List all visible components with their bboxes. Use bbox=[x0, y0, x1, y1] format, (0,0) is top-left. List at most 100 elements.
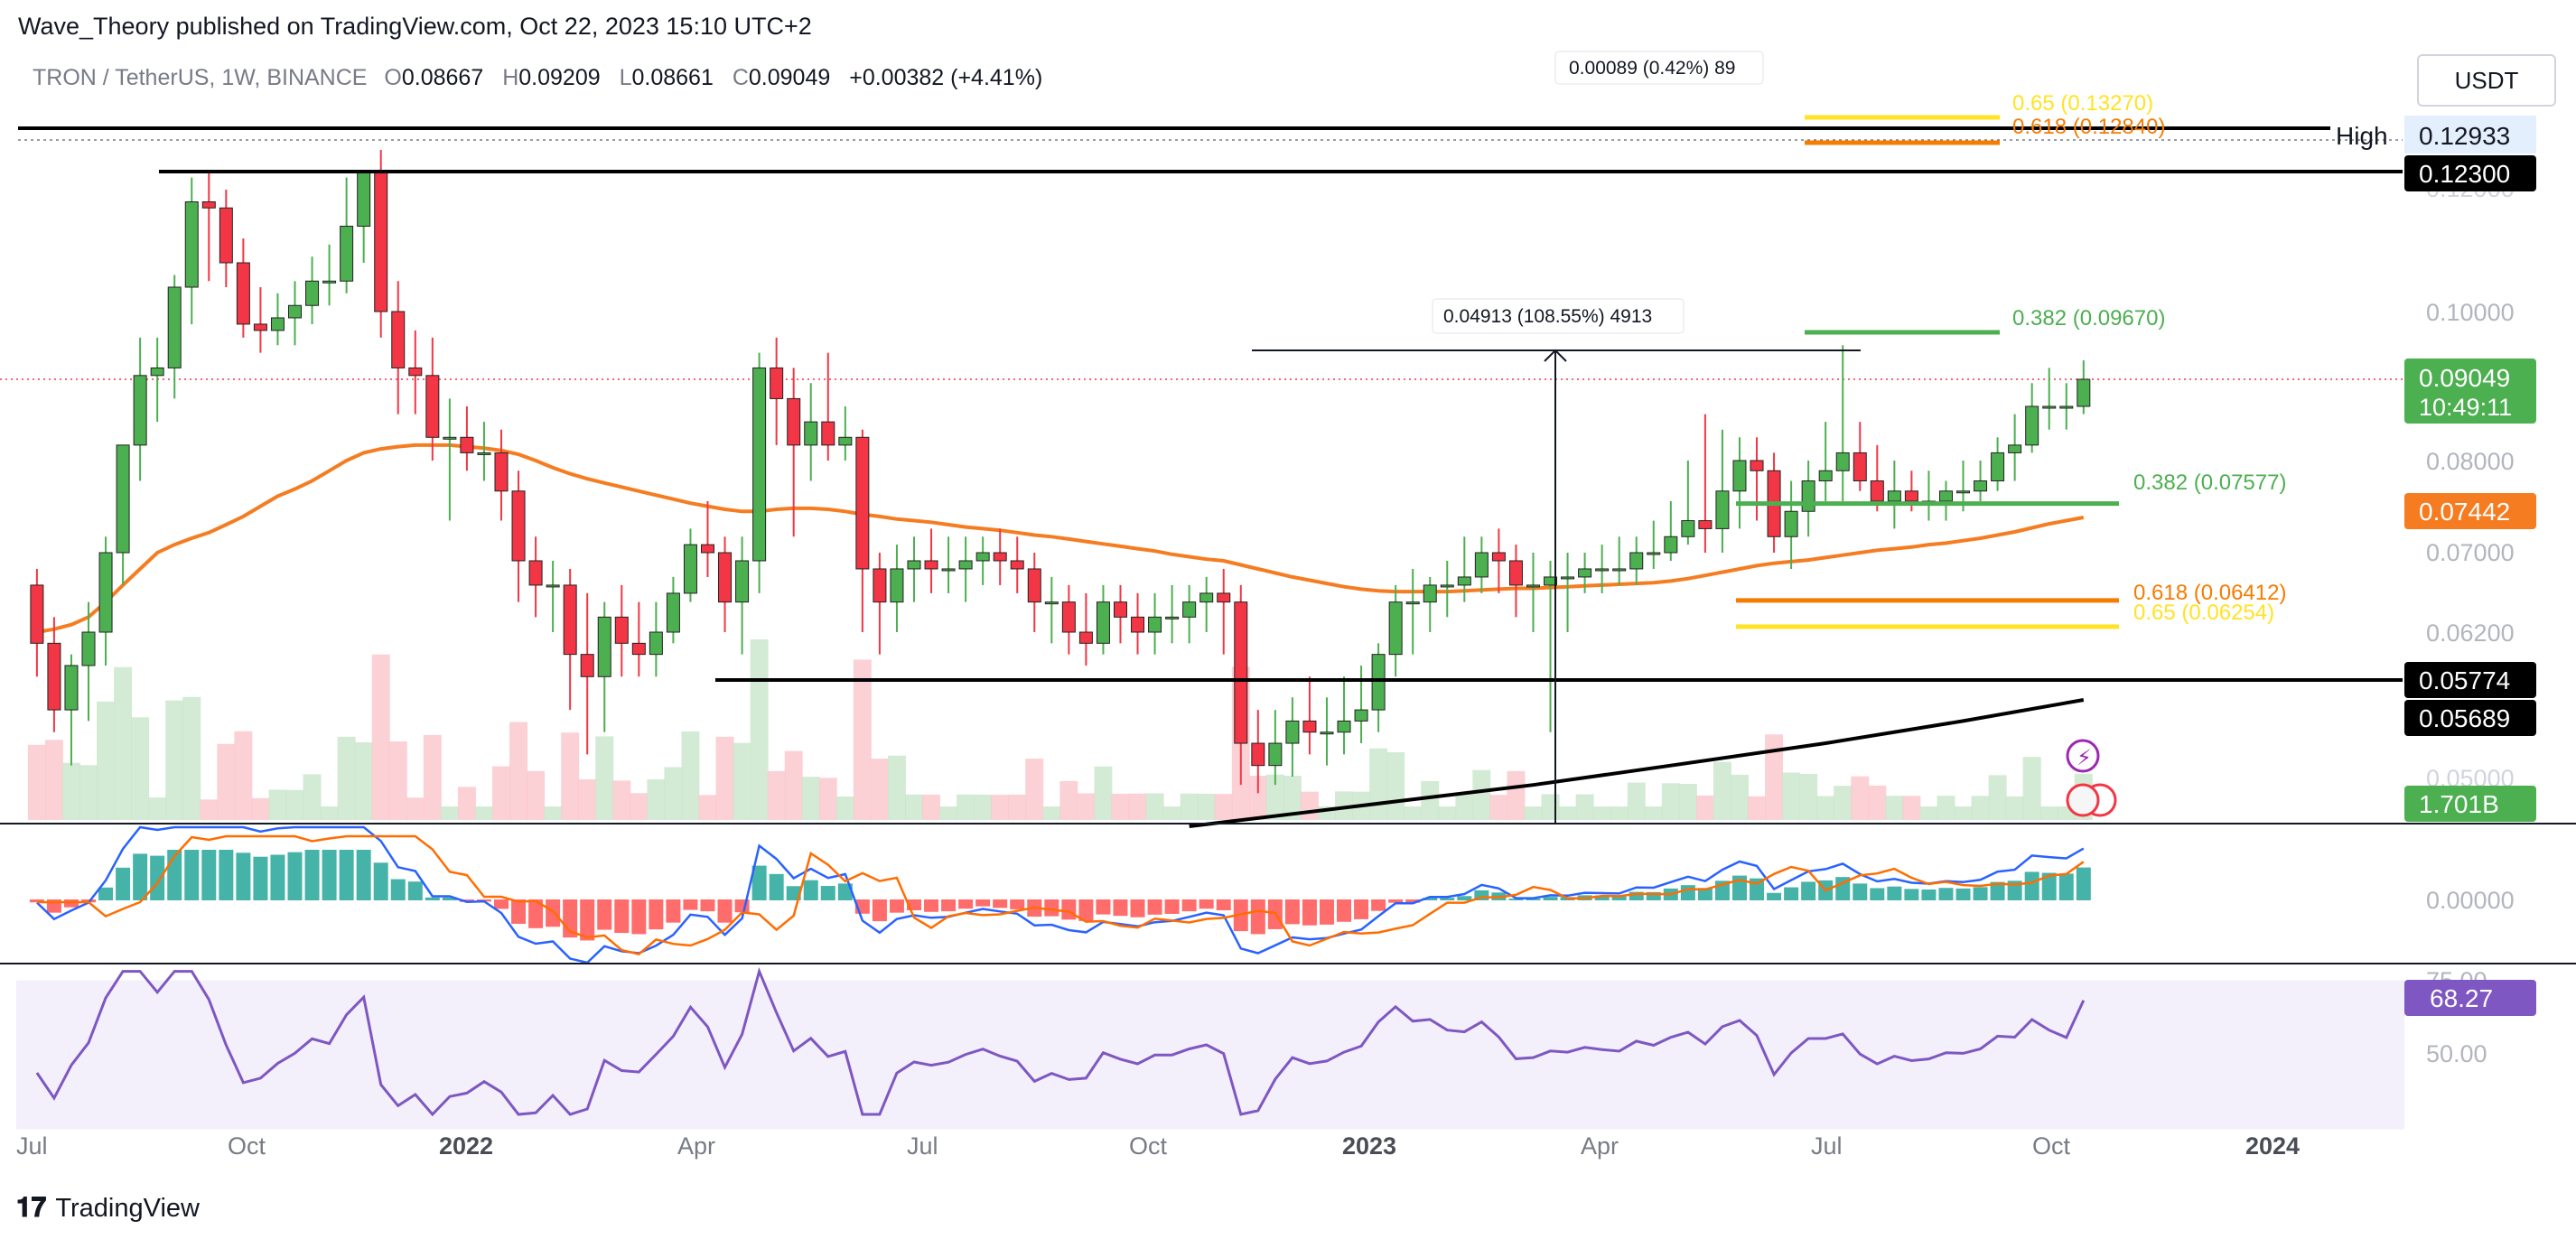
candle bbox=[81, 601, 96, 722]
candle bbox=[614, 584, 629, 677]
candle-body bbox=[907, 560, 921, 570]
volume-bar bbox=[148, 797, 167, 820]
candle-body bbox=[2025, 405, 2039, 446]
candle bbox=[1113, 584, 1127, 644]
macd-histogram-bar bbox=[1646, 891, 1661, 900]
candle-body bbox=[528, 560, 543, 586]
macd-histogram-bar bbox=[975, 899, 991, 907]
candle-body bbox=[1938, 490, 1953, 502]
volume-bar bbox=[595, 736, 614, 820]
macd-histogram-bar bbox=[356, 850, 371, 900]
candle bbox=[1595, 545, 1610, 593]
candle bbox=[1887, 461, 1901, 529]
volume-bar bbox=[544, 806, 563, 820]
candle-body bbox=[408, 367, 423, 377]
macd-histogram-bar bbox=[1423, 898, 1438, 900]
currency-button[interactable]: USDT bbox=[2417, 54, 2556, 107]
candle-body bbox=[1405, 601, 1420, 605]
candle bbox=[546, 560, 560, 632]
last-price-value: 0.09049 bbox=[2419, 364, 2510, 392]
candle bbox=[1732, 437, 1747, 529]
volume-bar bbox=[870, 759, 889, 820]
candle bbox=[1457, 536, 1471, 602]
volume-bar bbox=[1575, 794, 1594, 820]
macd-histogram-bar bbox=[1611, 895, 1627, 900]
macd-histogram-bar bbox=[1078, 899, 1094, 921]
candle-body bbox=[1698, 520, 1713, 529]
candle-body bbox=[1732, 460, 1747, 492]
volume-bar bbox=[182, 696, 201, 820]
signal-line bbox=[36, 834, 2085, 955]
candle bbox=[873, 553, 887, 655]
candle-body bbox=[253, 323, 267, 331]
volume-bar bbox=[114, 666, 133, 820]
ema200-badge bbox=[2404, 700, 2536, 736]
volume-bar bbox=[165, 700, 184, 820]
volume-bar bbox=[1644, 806, 1663, 820]
volume-bar bbox=[2022, 757, 2041, 820]
lightning-icon[interactable] bbox=[2066, 739, 2100, 773]
macd-histogram-bar bbox=[270, 854, 285, 900]
macd-histogram-bar bbox=[700, 899, 715, 912]
volume-bar bbox=[1627, 782, 1646, 820]
volume-bar bbox=[1042, 806, 1061, 820]
candle-body bbox=[374, 171, 388, 312]
candle bbox=[236, 238, 250, 338]
macd-histogram-bar bbox=[253, 856, 268, 900]
candle bbox=[2042, 368, 2057, 430]
candle bbox=[305, 256, 320, 324]
candle bbox=[958, 536, 973, 602]
candle bbox=[2008, 414, 2022, 481]
price-tick-1: 0.10000 bbox=[2426, 299, 2515, 326]
volume-bar bbox=[1851, 776, 1870, 820]
candle-body bbox=[1526, 584, 1540, 588]
price-tick-2: 0.08000 bbox=[2426, 448, 2515, 475]
candle-body bbox=[631, 642, 646, 656]
candle-body bbox=[1491, 552, 1506, 562]
flag-icon[interactable] bbox=[2066, 783, 2100, 817]
last-price-badge bbox=[2404, 359, 2536, 424]
close-value: 0.09049 bbox=[749, 65, 830, 90]
high-value: 0.09209 bbox=[518, 65, 600, 90]
macd-histogram-bar bbox=[2076, 867, 2091, 900]
volume-bar bbox=[268, 789, 287, 820]
candle bbox=[718, 536, 733, 632]
candle bbox=[1801, 461, 1815, 537]
candle-body bbox=[1113, 601, 1127, 618]
price-tick-3: 0.07000 bbox=[2426, 539, 2515, 566]
volume-bar bbox=[1145, 793, 1164, 820]
candle-body bbox=[305, 280, 320, 306]
candle bbox=[511, 470, 526, 602]
candle-body bbox=[1508, 560, 1523, 586]
macd-histogram-bar bbox=[1096, 899, 1111, 915]
macd-histogram-bar bbox=[1044, 899, 1059, 917]
volume-bar bbox=[303, 774, 322, 820]
candle-body bbox=[270, 317, 285, 331]
candle-body bbox=[1371, 654, 1386, 711]
volume-bar bbox=[1283, 776, 1302, 820]
candle-body bbox=[391, 311, 406, 368]
volume-bar bbox=[337, 736, 356, 820]
macd-histogram-bar bbox=[459, 899, 474, 902]
moving-averages bbox=[36, 442, 2085, 828]
candle-body bbox=[1337, 720, 1351, 733]
macd-histogram-bar bbox=[1061, 899, 1077, 920]
volume-bar bbox=[801, 777, 820, 820]
time-label: 2022 bbox=[439, 1132, 493, 1160]
volume-bar bbox=[2005, 796, 2024, 820]
volume-bar bbox=[853, 659, 872, 820]
candle bbox=[408, 330, 423, 415]
macd-histogram-bar bbox=[889, 899, 904, 913]
volume-bar bbox=[234, 731, 253, 820]
candle-body bbox=[1061, 601, 1076, 633]
volume-bar bbox=[698, 795, 717, 820]
macd-histogram-bar bbox=[29, 899, 44, 903]
candle bbox=[1320, 697, 1334, 766]
level-b-badge bbox=[2404, 662, 2536, 698]
volume-bar bbox=[320, 806, 339, 820]
macd-histogram-bar bbox=[837, 883, 853, 900]
candle-body bbox=[2059, 405, 2074, 409]
macd-histogram-bar bbox=[1543, 897, 1558, 900]
volume-bar bbox=[1885, 796, 1904, 820]
